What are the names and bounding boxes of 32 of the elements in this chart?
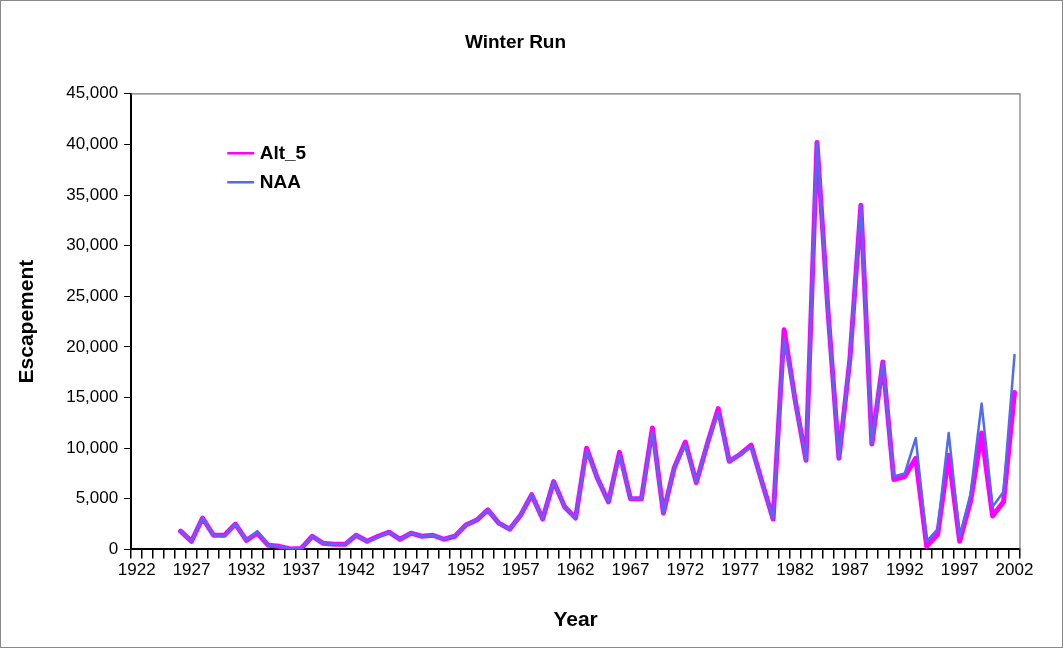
x-tick-label: 1962 — [556, 560, 595, 580]
y-tick-label: 0 — [108, 539, 119, 559]
x-tick-label: 1932 — [227, 560, 266, 580]
x-tick-label: 1952 — [446, 560, 485, 580]
x-tick-label: 1947 — [392, 560, 430, 580]
y-tick-label: 20,000 — [66, 336, 119, 356]
x-tick-label: 1972 — [666, 560, 705, 580]
y-tick-label: 40,000 — [66, 134, 119, 154]
y-tick-label: 30,000 — [66, 235, 119, 255]
y-tick-label: 45,000 — [66, 83, 119, 103]
legend-label: Alt_5 — [259, 141, 307, 163]
x-axis-title: Year — [553, 607, 598, 631]
x-tick-label: 1922 — [117, 560, 156, 580]
chart-title: Winter Run — [464, 30, 567, 52]
x-tick-label: 1957 — [501, 560, 540, 580]
x-tick-label: 1997 — [940, 560, 979, 580]
y-tick-label: 25,000 — [66, 285, 119, 305]
x-tick-label: 1992 — [885, 560, 924, 580]
y-tick-label: 35,000 — [66, 184, 119, 204]
y-tick-label: 5,000 — [75, 488, 119, 508]
x-tick-label: 2002 — [995, 560, 1034, 580]
x-tick-label: 1982 — [776, 560, 814, 580]
y-tick-label: 15,000 — [66, 387, 119, 407]
x-tick-label: 1927 — [172, 560, 211, 580]
legend-label: NAA — [259, 170, 302, 192]
x-tick-label: 1967 — [611, 560, 650, 580]
x-tick-label: 1937 — [282, 560, 321, 580]
x-tick-label: 1977 — [721, 560, 760, 580]
x-tick-label: 1987 — [831, 560, 869, 580]
y-tick-label: 10,000 — [66, 437, 119, 457]
y-axis-title: Escapement — [14, 259, 38, 384]
x-tick-label: 1942 — [337, 560, 376, 580]
